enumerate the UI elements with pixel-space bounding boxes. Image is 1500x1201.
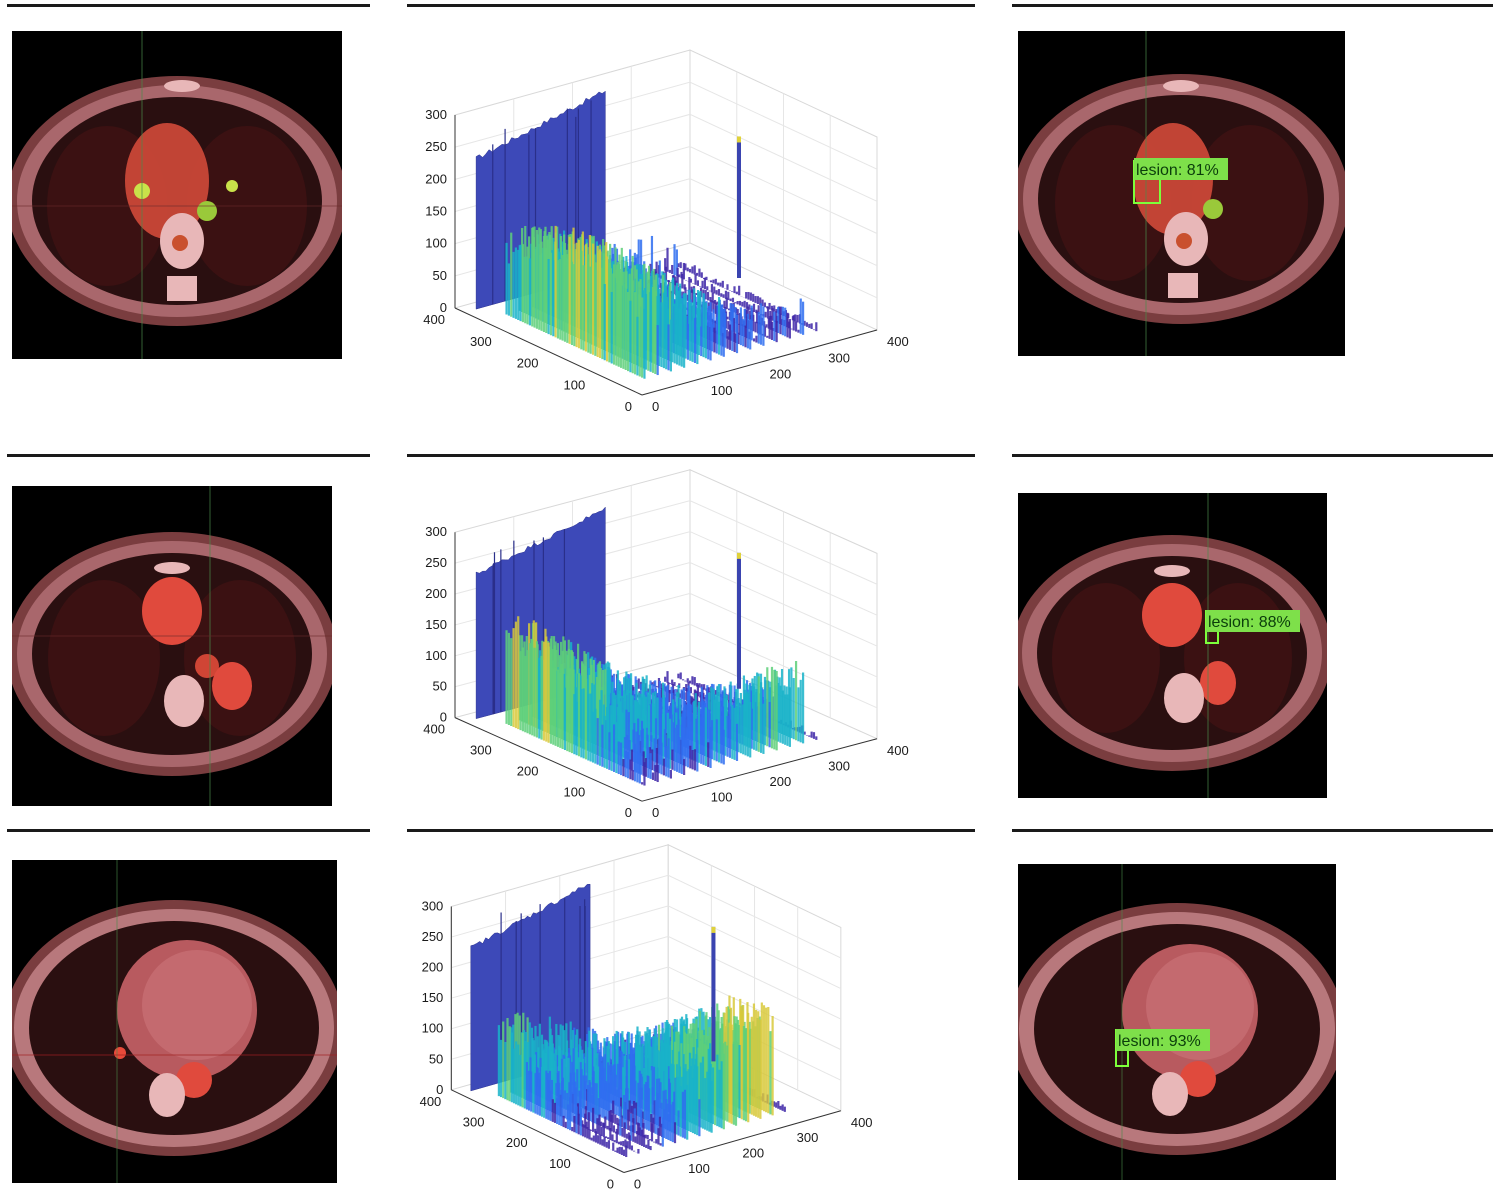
- y-tick-label: 200: [506, 1135, 528, 1150]
- detection-image: lesion: 81%: [1018, 31, 1345, 356]
- detection-label: lesion: 93%: [1118, 1033, 1201, 1050]
- z-tick-label: 300: [425, 524, 447, 539]
- z-tick-label: 150: [422, 990, 444, 1005]
- x-axis: [623, 1110, 841, 1173]
- z-tick-label: 200: [422, 960, 444, 975]
- z-tick-label: 100: [422, 1021, 444, 1036]
- detection-label: lesion: 81%: [1136, 162, 1219, 179]
- z-tick-label: 50: [433, 268, 447, 283]
- pet-ct-image: [12, 31, 342, 359]
- x-tick-label: 400: [851, 1115, 873, 1130]
- pet-ct-scan-input: [12, 31, 342, 359]
- detection-label: lesion: 88%: [1208, 614, 1291, 631]
- detection-label-bg: [1134, 158, 1228, 180]
- x-tick-label: 200: [742, 1146, 764, 1161]
- z-tick-label: 100: [425, 236, 447, 251]
- y-tick-label: 100: [564, 784, 586, 799]
- z-tick-label: 200: [425, 171, 447, 186]
- detection-image: lesion: 88%: [1018, 493, 1327, 798]
- y-axis: [454, 307, 643, 396]
- y-tick-label: 100: [564, 377, 586, 392]
- z-tick-label: 300: [422, 899, 444, 914]
- x-tick-label: 400: [887, 334, 909, 349]
- pet-ct-image: [12, 860, 337, 1183]
- y-tick-label: 200: [517, 763, 539, 778]
- surface-mesh: [470, 883, 786, 1158]
- surface-plot-2: 0 50 100 150 200 250 300 400 300 200 100 0 0 100 200 30…: [407, 465, 927, 830]
- table-rule: [1012, 4, 1493, 7]
- x-tick-label: 300: [828, 758, 850, 773]
- y-axis: [454, 717, 643, 802]
- z-tick-label: 150: [425, 204, 447, 219]
- x-tick-label: 200: [770, 367, 792, 382]
- y-tick-label: 300: [463, 1115, 485, 1130]
- z-tick-label: 250: [422, 929, 444, 944]
- table-rule: [7, 4, 370, 7]
- z-tick-label: 150: [425, 617, 447, 632]
- y-tick-label: 100: [549, 1156, 571, 1171]
- z-tick-label: 0: [440, 300, 447, 315]
- x-axis: [641, 738, 878, 802]
- table-rule: [7, 454, 370, 457]
- y-tick-label: 400: [423, 722, 445, 737]
- z-tick-label: 0: [436, 1082, 443, 1097]
- detection-label-bg: [1206, 610, 1300, 632]
- x-tick-label: 400: [887, 743, 909, 758]
- surface-mesh: [475, 90, 818, 379]
- pet-ct-scan-input: [12, 486, 332, 806]
- x-tick-label: 100: [688, 1161, 710, 1176]
- grid-line: [454, 500, 878, 585]
- y-tick-label: 0: [625, 805, 632, 820]
- tick-labels: 0 50 100 150 200 250 300 400 300 200 100 0 0 100 200 30…: [420, 899, 873, 1192]
- x-tick-label: 0: [634, 1177, 641, 1192]
- table-rule: [7, 829, 370, 832]
- y-tick-label: 400: [420, 1094, 442, 1109]
- y-axis: [451, 1089, 625, 1173]
- table-rule: [407, 4, 975, 7]
- surface-plot-3: 0 50 100 150 200 250 300 400 300 200 100 0 0 100 200 30…: [407, 840, 887, 1201]
- y-tick-label: 400: [423, 312, 445, 327]
- detection-label-bg: [1116, 1029, 1210, 1051]
- y-tick-label: 0: [607, 1177, 614, 1192]
- detection-image: lesion: 93%: [1018, 864, 1336, 1180]
- surface-plot-1: 0 50 100 150 200 250 300 400 300 200 100 0 0 100 200 30…: [407, 45, 927, 425]
- table-rule: [1012, 454, 1493, 457]
- z-tick-label: 50: [433, 679, 447, 694]
- z-tick-label: 300: [425, 107, 447, 122]
- y-tick-label: 300: [470, 334, 492, 349]
- y-tick-label: 200: [517, 356, 539, 371]
- x-tick-label: 300: [797, 1130, 819, 1145]
- x-tick-label: 0: [652, 399, 659, 414]
- x-tick-label: 100: [711, 790, 733, 805]
- detection-result-image: lesion: 93%: [1018, 864, 1336, 1180]
- pet-ct-scan-input: [12, 860, 337, 1183]
- z-tick-label: 250: [425, 139, 447, 154]
- surface-mesh: [475, 506, 818, 786]
- z-tick-label: 250: [425, 555, 447, 570]
- grid-line: [454, 81, 878, 170]
- z-tick-label: 50: [429, 1051, 443, 1066]
- x-tick-label: 0: [652, 805, 659, 820]
- detection-result-image: lesion: 81%: [1018, 31, 1345, 356]
- x-tick-label: 200: [770, 774, 792, 789]
- x-tick-label: 100: [711, 383, 733, 398]
- table-rule: [407, 829, 975, 832]
- z-tick-label: 100: [425, 648, 447, 663]
- tick-labels: 0 50 100 150 200 250 300 400 300 200 100 0 0 100 200 30…: [423, 524, 908, 820]
- y-tick-label: 300: [470, 743, 492, 758]
- z-tick-label: 0: [440, 710, 447, 725]
- x-axis: [641, 329, 878, 396]
- detection-result-image: lesion: 88%: [1018, 493, 1327, 798]
- y-tick-label: 0: [625, 399, 632, 414]
- tick-labels: 0 50 100 150 200 250 300 400 300 200 100 0 0 100 200 30…: [423, 107, 908, 414]
- z-tick-label: 200: [425, 586, 447, 601]
- table-rule: [1012, 829, 1493, 832]
- x-tick-label: 300: [828, 350, 850, 365]
- pet-ct-image: [12, 486, 332, 806]
- table-rule: [407, 454, 975, 457]
- grid-line: [451, 874, 842, 959]
